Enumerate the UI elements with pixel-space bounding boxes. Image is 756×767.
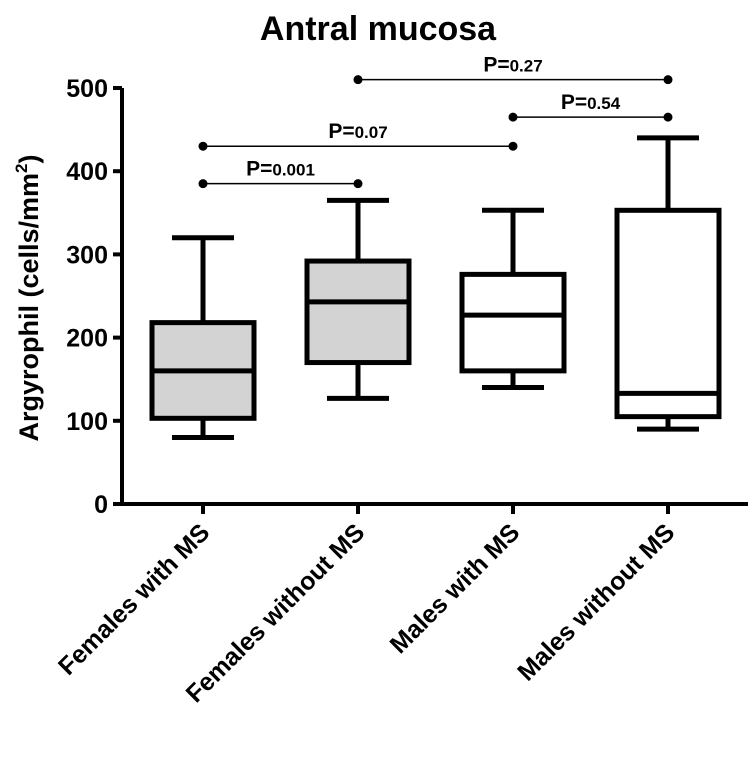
comparison-bracket: P=0.54	[508, 91, 673, 122]
chart-title: Antral mucosa	[260, 10, 497, 48]
iqr-box	[304, 258, 412, 366]
x-tick-label: Females with MS	[53, 518, 215, 680]
box-3	[459, 207, 567, 391]
box-1	[149, 235, 257, 440]
p-value-label: P=0.27	[483, 54, 542, 77]
comparison-brackets: P=0.001 P=0.07 P=0.54 P=0.27	[198, 54, 673, 189]
y-tick-label: 0	[94, 491, 108, 519]
box-2	[304, 197, 412, 401]
comparison-endpoint	[508, 112, 518, 122]
p-value-label: P=0.07	[328, 120, 387, 143]
p-value-label: P=0.54	[561, 91, 621, 114]
y-tick-label: 300	[66, 241, 108, 269]
comparison-endpoint	[508, 141, 518, 151]
x-tick-label: Females without MS	[181, 518, 371, 708]
comparison-endpoint	[198, 179, 208, 189]
iqr-box	[614, 207, 722, 420]
iqr-box	[459, 271, 567, 374]
comparison-bracket: P=0.001	[198, 158, 363, 189]
y-tick-label: 400	[66, 158, 108, 186]
comparison-bracket: P=0.07	[198, 120, 518, 151]
p-value-label: P=0.001	[246, 158, 315, 181]
y-tick-label: 200	[66, 325, 108, 353]
box-series	[149, 135, 722, 440]
x-tick-label: Males with MS	[385, 518, 526, 659]
comparison-endpoint	[663, 75, 673, 85]
y-axis-label: Argyrophil (cells/mm2)	[12, 154, 44, 441]
comparison-endpoint	[353, 179, 363, 189]
box-4	[614, 135, 722, 432]
comparison-endpoint	[353, 75, 363, 85]
comparison-bracket: P=0.27	[353, 54, 673, 85]
comparison-endpoint	[198, 141, 208, 151]
y-tick-label: 100	[66, 408, 108, 436]
axes: 0 100 200 300 400 500	[66, 75, 748, 519]
comparison-endpoint	[663, 112, 673, 122]
y-tick-label: 500	[66, 75, 108, 103]
x-tick-label: Males without MS	[512, 518, 680, 686]
